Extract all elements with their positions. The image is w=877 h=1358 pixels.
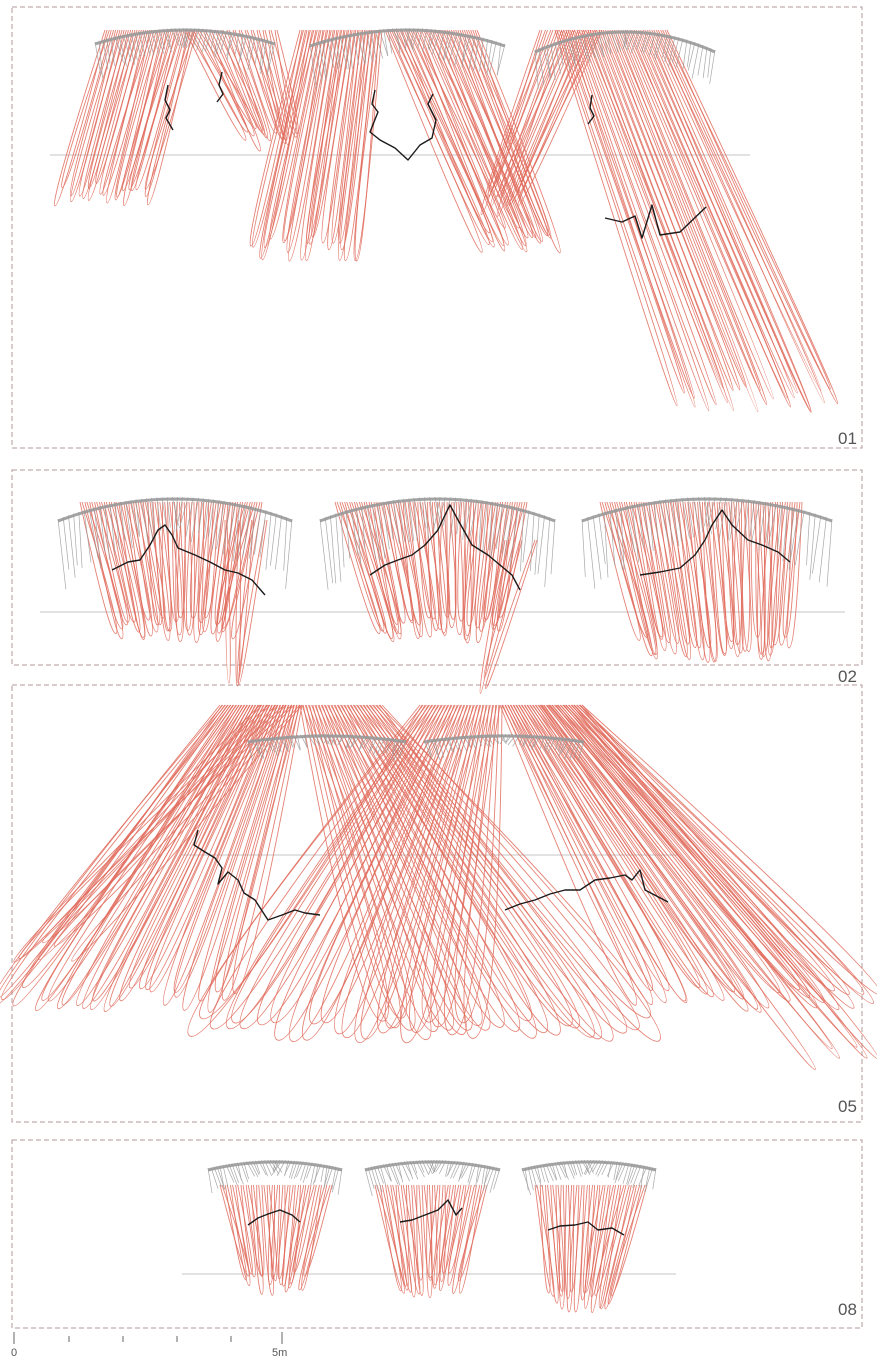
crack-05-a [193, 829, 321, 921]
crack-08-c [547, 1221, 625, 1236]
shell-02-c [581, 496, 833, 589]
scale-bar: 0 5m [11, 1332, 287, 1358]
crack-08-a [247, 1209, 301, 1226]
panel-label-02: 02 [838, 667, 857, 686]
rays-08-b [374, 1184, 488, 1299]
panel-frames [11, 6, 863, 1329]
rays-08-c [534, 1184, 648, 1313]
rays-05-a-left [0, 704, 303, 1013]
shell-05-a [247, 733, 407, 761]
crack-layer [111, 71, 791, 1236]
rays-01-c-right [554, 29, 839, 413]
panel-frame-01 [11, 6, 863, 449]
panel-frame-05 [11, 684, 863, 1123]
rays-01-c-left [480, 29, 603, 218]
shell-08-c [521, 1159, 657, 1196]
crack-02-a [111, 524, 266, 596]
crack-01-c2 [604, 204, 707, 239]
rays-02-a [79, 501, 263, 643]
rays-05-b-far [539, 704, 877, 1070]
shell-02-b [319, 496, 556, 590]
ray-layer [0, 29, 877, 1313]
rays-08-a [219, 1184, 333, 1296]
rays-05-b-left [187, 704, 503, 1044]
rays-01-b-right [384, 29, 561, 254]
crack-01-a2 [216, 71, 224, 103]
rays-02-b [334, 501, 528, 644]
shell-08-b [364, 1159, 501, 1197]
crack-08-b [399, 1199, 463, 1223]
shell-01-b [309, 27, 506, 89]
rays-01-a-left [54, 29, 198, 207]
rays-05-a-right [299, 704, 661, 1042]
crack-01-c1 [587, 94, 595, 125]
crack-01-b [369, 89, 437, 161]
panel-frame-02 [11, 469, 863, 666]
ground-lines [40, 154, 845, 1275]
shell-02-a [57, 496, 293, 590]
rays-02-b-long [479, 539, 538, 694]
panel-label-08: 08 [838, 1300, 857, 1319]
shell-01-a [94, 27, 276, 78]
shell-01-c [534, 29, 716, 89]
panel-label-05: 05 [838, 1097, 857, 1116]
rays-02-c [599, 501, 803, 663]
rays-05-a-far [13, 704, 303, 963]
panel-label-01: 01 [838, 429, 857, 448]
crack-01-a1 [164, 84, 174, 131]
crack-02-b [369, 504, 521, 591]
scale-end-label: 5m [272, 1347, 287, 1358]
shell-08-a [207, 1159, 343, 1195]
panel-frame-08 [11, 1139, 863, 1329]
crack-05-b [504, 869, 669, 911]
rays-02-a-long [224, 519, 268, 687]
crack-02-c [639, 509, 791, 576]
shell-layer [57, 27, 833, 1197]
rays-01-b-left [249, 29, 383, 262]
scale-start-label: 0 [11, 1347, 17, 1358]
shell-05-b [423, 733, 585, 761]
